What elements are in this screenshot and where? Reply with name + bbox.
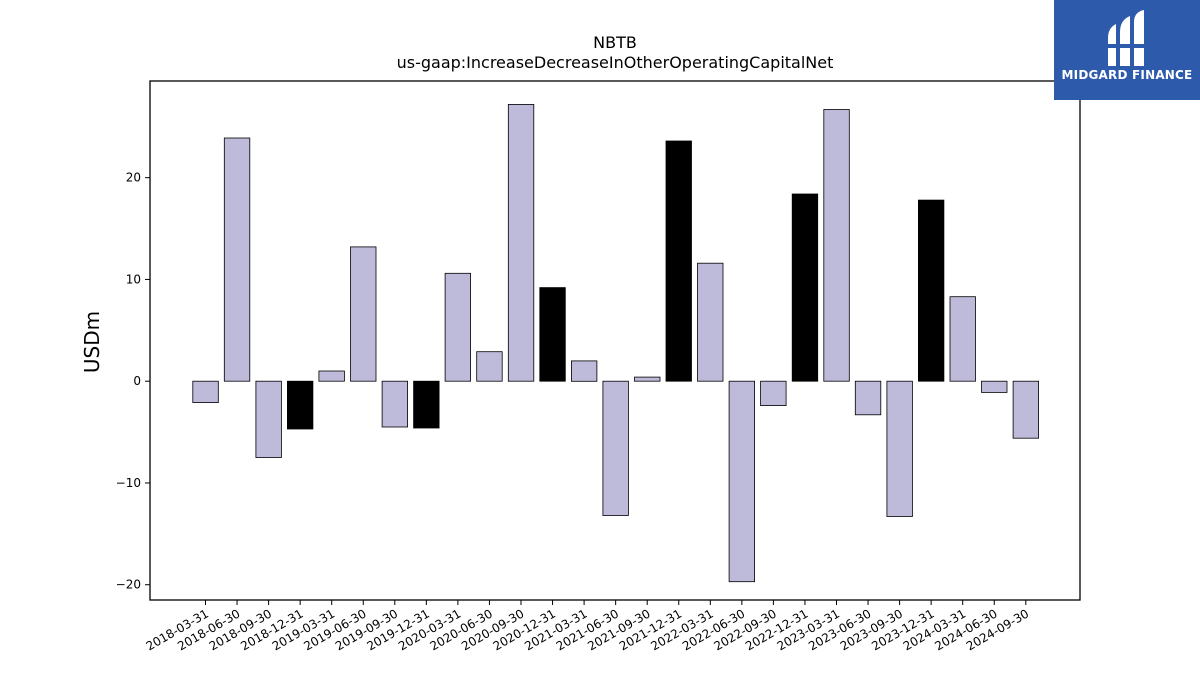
bar-2022-12-31: [791, 193, 819, 382]
bar-2023-06-30: [854, 380, 882, 416]
bar-2019-09-30: [381, 380, 409, 428]
y-tick-label: −20: [116, 578, 141, 592]
bar-2018-12-31: [286, 380, 314, 430]
bar-2022-06-30: [728, 380, 755, 583]
y-tick-label: −10: [116, 476, 141, 490]
bar-2024-03-31: [949, 296, 976, 382]
bar-2018-06-30: [223, 137, 251, 382]
chart-title: NBTB: [593, 33, 637, 52]
y-tick-label: 10: [126, 272, 141, 286]
bar-2020-09-30: [507, 104, 535, 382]
bar-2021-12-31: [665, 140, 692, 382]
midgard-finance-logo: MIDGARD FINANCE: [1054, 0, 1200, 100]
x-axis-ticks: 2018-03-312018-06-302018-09-302018-12-31…: [144, 600, 1031, 653]
bar-2019-06-30: [350, 246, 377, 382]
bar-2023-12-31: [918, 199, 945, 382]
bar-2020-03-31: [444, 272, 472, 382]
bar-2019-12-31: [413, 380, 440, 429]
bars-group: [192, 104, 1039, 583]
y-tick-label: 0: [133, 374, 141, 388]
chart-subtitle: us-gaap:IncreaseDecreaseInOtherOperating…: [397, 53, 834, 72]
bar-2020-06-30: [476, 351, 503, 382]
bar-2022-09-30: [760, 380, 787, 407]
plot-frame: [149, 80, 1081, 601]
bar-2018-09-30: [255, 380, 282, 458]
bar-2023-03-31: [823, 109, 850, 382]
y-axis-label: USDm: [80, 311, 104, 373]
logo-text: MIDGARD FINANCE: [1061, 68, 1193, 82]
bar-2023-09-30: [886, 380, 913, 517]
bar-2020-12-31: [539, 287, 566, 382]
y-tick-label: 20: [126, 171, 141, 185]
bar-2018-03-31: [192, 380, 219, 404]
bar-2021-03-31: [571, 360, 598, 382]
bar-2024-09-30: [1012, 380, 1039, 439]
y-axis-ticks: −20 −10 0 10 20: [116, 171, 150, 592]
midgard-logo-mark-icon: [1108, 10, 1144, 66]
bar-2019-03-31: [318, 370, 345, 382]
bar-2022-03-31: [697, 262, 724, 382]
bar-2021-09-30: [634, 376, 661, 382]
bar-2024-06-30: [981, 380, 1008, 393]
bar-2021-06-30: [602, 380, 629, 516]
